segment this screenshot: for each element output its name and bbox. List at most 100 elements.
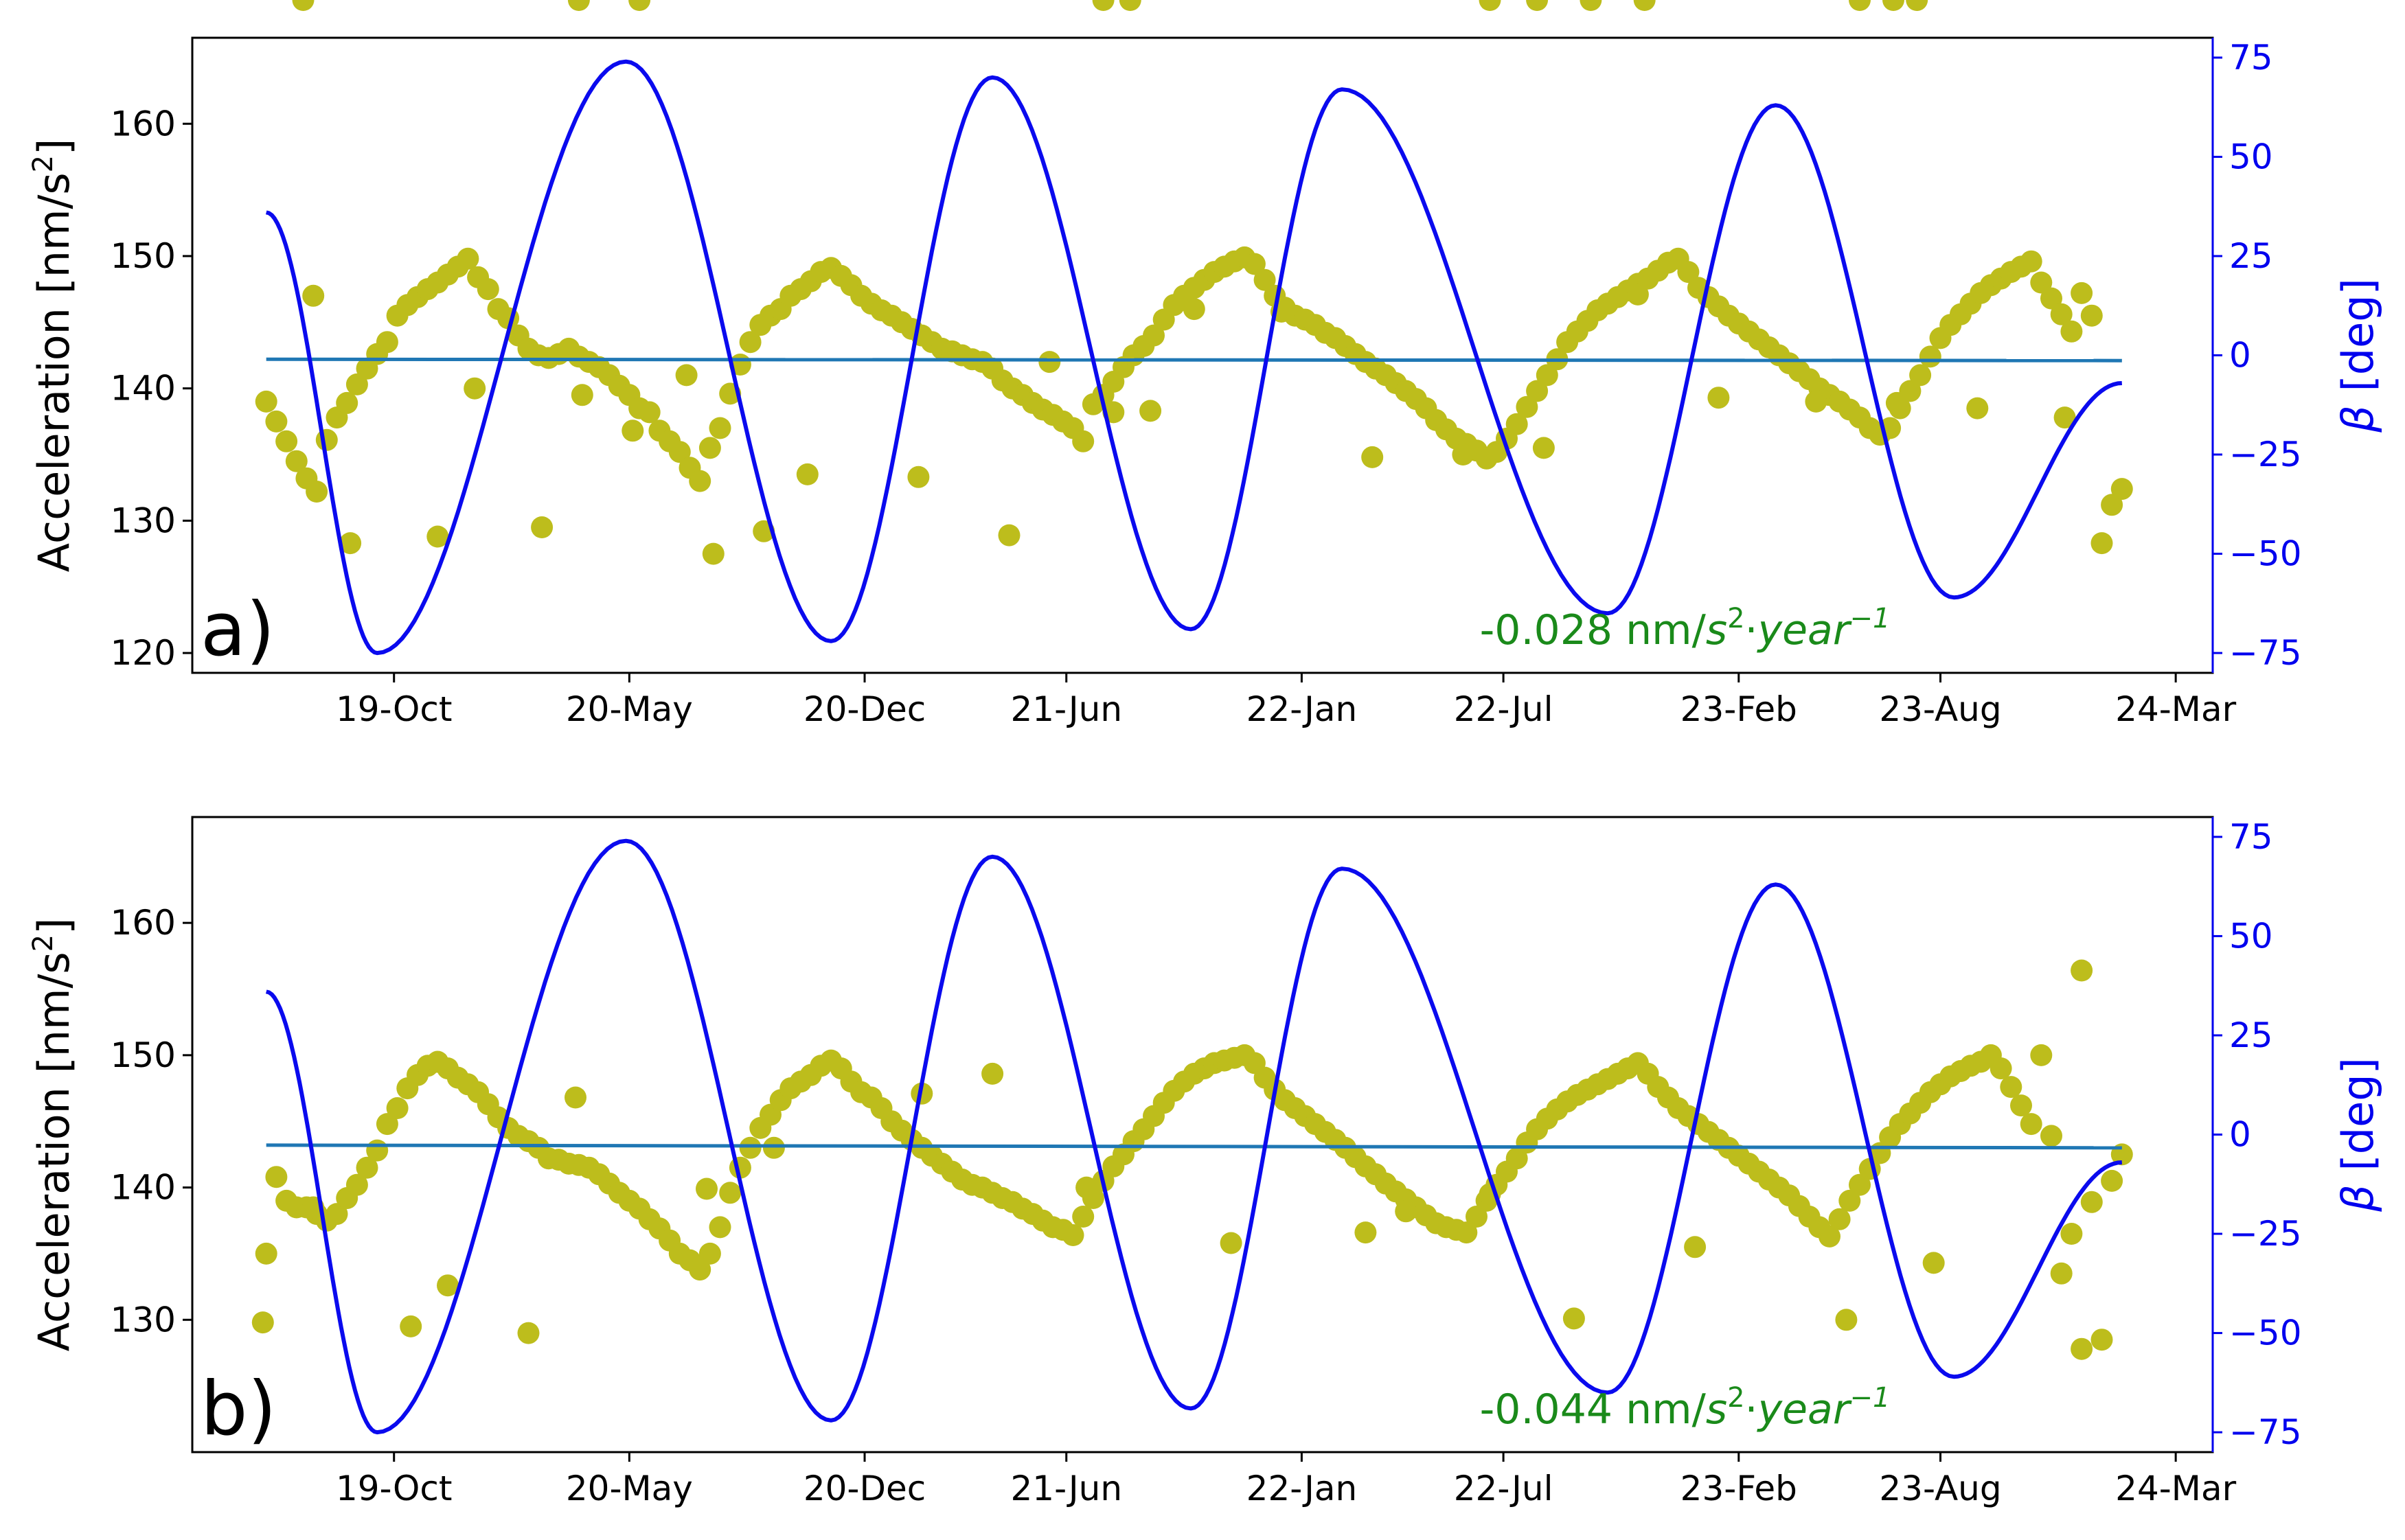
acceleration-point [689, 470, 711, 492]
acceleration-point [709, 417, 731, 439]
y-axis-title-left: Acceleration [nm/s2] [27, 139, 79, 573]
acceleration-point [517, 1322, 540, 1344]
acceleration-point [2010, 1094, 2032, 1117]
acceleration-point [1922, 1252, 1945, 1274]
acceleration-point [339, 532, 362, 555]
acceleration-point [2050, 1262, 2073, 1285]
y-tick-label-left: 140 [111, 1168, 176, 1208]
acceleration-point [255, 1242, 277, 1265]
acceleration-point [1183, 298, 1205, 321]
acceleration-point [1395, 1200, 1417, 1223]
x-tick-label: 23-Aug [1879, 689, 2001, 729]
acceleration-point [1243, 253, 1266, 275]
x-tick-label: 24-Mar [2115, 1469, 2236, 1508]
acceleration-point [1906, 0, 1928, 11]
acceleration-point [2101, 494, 2123, 516]
trend-annotation: -0.028 nm/s2·year−1 [1480, 603, 1891, 654]
acceleration-point [531, 516, 554, 538]
x-tick-label: 23-Feb [1680, 689, 1797, 729]
y-tick-label-right: 0 [2229, 1115, 2251, 1155]
beta-curve [265, 59, 2122, 656]
y-tick-label-right: −25 [2229, 435, 2302, 474]
panel-label: b) [201, 1366, 277, 1452]
acceleration-point [1143, 324, 1165, 347]
acceleration-point [628, 0, 651, 11]
acceleration-point [2040, 1125, 2062, 1147]
acceleration-point [1479, 0, 1501, 11]
acceleration-point [638, 401, 661, 424]
y-tick-label-left: 150 [111, 1035, 176, 1075]
acceleration-point [1626, 283, 1649, 306]
acceleration-point [2090, 532, 2113, 555]
acceleration-point [1139, 400, 1162, 422]
acceleration-point [2101, 1169, 2123, 1192]
acceleration-point [2020, 250, 2042, 273]
acceleration-point [265, 1166, 288, 1188]
y-tick-label-left: 150 [111, 236, 176, 276]
acceleration-point [698, 437, 721, 459]
acceleration-point [1466, 1206, 1488, 1228]
acceleration-point [567, 0, 590, 11]
acceleration-point [907, 466, 930, 488]
panel-a: 120 130 140 150 160 75 50 25 0 −25 −50 −75 19-Oct 20-… [27, 0, 2383, 729]
acceleration-point [1072, 1206, 1095, 1228]
panel-b: 130 140 150 160 75 50 25 0 −25 −50 −75 19-Oct 20-May… [27, 0, 2383, 1508]
acceleration-point [2000, 1076, 2022, 1099]
acceleration-point [2050, 303, 2073, 325]
acceleration-point [1038, 351, 1061, 373]
y-tick-label-right: −75 [2229, 1412, 2302, 1452]
panel-label: a) [201, 587, 275, 673]
acceleration-point [796, 463, 819, 485]
acceleration-point [477, 278, 499, 301]
acceleration-point [366, 1139, 389, 1162]
acceleration-point [1819, 1225, 1840, 1248]
x-tick-label: 24-Mar [2115, 689, 2236, 729]
acceleration-point [1072, 430, 1095, 452]
y-tick-label-left: 130 [111, 1300, 176, 1340]
y-tick-label-left: 130 [111, 501, 176, 540]
acceleration-point [1516, 395, 1538, 418]
acceleration-point [1677, 261, 1700, 284]
trend-annotation: -0.044 nm/s2·year−1 [1480, 1382, 1891, 1434]
acceleration-point [2080, 304, 2103, 327]
acceleration-point [2060, 1223, 2083, 1245]
acceleration-point [1882, 0, 1904, 11]
acceleration-point [2053, 406, 2076, 429]
acceleration-point [1452, 444, 1474, 466]
acceleration-point [345, 1173, 368, 1196]
acceleration-point [426, 525, 449, 548]
acceleration-point [2080, 1191, 2103, 1213]
acceleration-point [998, 524, 1021, 547]
y-tick-label-right: 25 [2229, 1015, 2273, 1055]
x-tick-label: 19-Oct [336, 1469, 453, 1508]
acceleration-point [1119, 0, 1141, 11]
acceleration-point [356, 1156, 378, 1179]
acceleration-point [1849, 1173, 1871, 1196]
acceleration-point [326, 1203, 348, 1226]
acceleration-point [376, 331, 398, 354]
acceleration-point [668, 441, 691, 463]
acceleration-point [2071, 1337, 2093, 1360]
y-tick-label-right: −50 [2229, 534, 2302, 574]
y-tick-label-left: 160 [111, 104, 176, 143]
acceleration-point [739, 331, 762, 354]
acceleration-point [622, 420, 644, 442]
x-tick-label: 22-Jan [1246, 1469, 1358, 1508]
acceleration-point [1707, 387, 1730, 409]
acceleration-point [1532, 437, 1555, 459]
acceleration-point [739, 1136, 762, 1159]
beta-curve [265, 838, 2122, 1435]
acceleration-point [2060, 320, 2083, 343]
acceleration-point [1838, 1189, 1861, 1212]
acceleration-point [1505, 1147, 1528, 1170]
acceleration-point [1361, 446, 1384, 468]
x-tick-label: 22-Jul [1454, 1469, 1553, 1508]
acceleration-point [400, 1315, 422, 1337]
acceleration-point [437, 1274, 459, 1297]
acceleration-point [1455, 1221, 1478, 1244]
x-tick-label: 20-May [566, 1469, 693, 1508]
acceleration-point [1580, 0, 1602, 11]
acceleration-point [719, 1182, 742, 1204]
y-tick-label-right: −25 [2229, 1214, 2302, 1254]
y-tick-label-right: 50 [2229, 137, 2273, 176]
